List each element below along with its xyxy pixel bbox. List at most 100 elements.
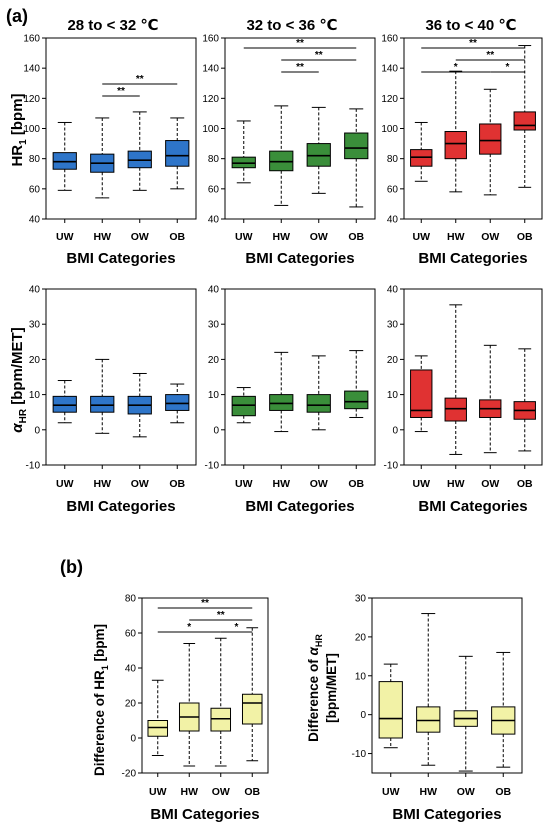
x-axis-title: BMI Categories: [245, 250, 354, 267]
x-tick-label-uw: UW: [235, 231, 253, 243]
significance-label: *: [187, 622, 191, 633]
plot-frame: [45, 37, 197, 220]
x-tick-label-hw: HW: [447, 231, 465, 243]
x-tick-label-ow: OW: [131, 478, 149, 490]
x-tick-label-ob: OB: [348, 478, 364, 490]
significance-label: **: [217, 610, 225, 621]
box-uw: [147, 679, 169, 756]
panel-b-label: (b): [60, 557, 83, 577]
y-tick-label: 40: [208, 285, 220, 296]
significance-label: **: [201, 598, 209, 609]
col-title-28: 28 to < 32 ℃: [67, 17, 158, 34]
y-tick-label: 40: [387, 215, 399, 226]
x-axis-title: BMI Categories: [418, 250, 527, 267]
box-uw: [52, 121, 77, 191]
x-tick-label-hw: HW: [273, 231, 291, 243]
plot-frame: [371, 597, 523, 774]
plot-frame: [45, 288, 197, 466]
box-ob: [491, 651, 516, 768]
col-title-32: 32 to < 36 ℃: [246, 17, 337, 34]
y-tick-label: 120: [381, 94, 398, 105]
y-tick-label: 40: [208, 215, 220, 226]
x-tick-label-ow: OW: [310, 231, 328, 243]
box-uw: [410, 355, 433, 433]
y-tick-label: 30: [387, 320, 399, 331]
box-ob: [344, 350, 369, 418]
x-tick-label-uw: UW: [382, 786, 400, 798]
y-tick-label: 10: [387, 390, 399, 401]
chart-a-alpha-32: -10 0 10 20 30 40 UW HW OW OB BMI Categories: [205, 285, 376, 515]
iqr-box: [147, 720, 169, 737]
y-tick-label: -20: [122, 769, 137, 780]
box-ow: [306, 355, 331, 431]
x-tick-label-uw: UW: [413, 231, 431, 243]
x-tick-label-ow: OW: [481, 231, 499, 243]
significance-label: *: [235, 622, 239, 633]
y-tick-label: 40: [29, 215, 41, 226]
x-tick-label-hw: HW: [273, 478, 291, 490]
iqr-box: [210, 707, 232, 732]
y-tick-label: 160: [202, 34, 219, 45]
chart-a-hr-36: 40 60 80 100 120 140 160 UW HW OW OB BMI Categories…: [381, 34, 543, 267]
iqr-box: [513, 111, 536, 131]
box-hw: [90, 358, 115, 434]
iqr-box: [410, 369, 433, 418]
significance-label: **: [486, 50, 494, 61]
box-ob: [241, 627, 263, 762]
ylabel-diff-hr1: Difference of HR1 [bpm]: [92, 624, 110, 776]
iqr-box: [344, 132, 369, 160]
x-axis-title: BMI Categories: [418, 498, 527, 515]
y-tick-label: 60: [208, 184, 220, 195]
x-axis-title: BMI Categories: [66, 498, 175, 515]
iqr-box: [444, 397, 467, 422]
ylabel-alpha: αHR [bpm/MET]: [9, 327, 29, 432]
y-tick-label: 80: [208, 154, 220, 165]
y-tick-label: 160: [381, 34, 398, 45]
x-tick-label-hw: HW: [94, 478, 112, 490]
iqr-box: [52, 395, 77, 413]
y-tick-label: 140: [381, 64, 398, 75]
y-tick-label: 10: [208, 390, 220, 401]
y-tick-label: 100: [202, 124, 219, 135]
significance-label: **: [136, 74, 144, 85]
y-tick-label: 0: [213, 425, 219, 436]
iqr-box: [479, 123, 502, 155]
box-ow: [479, 344, 502, 454]
ylabel-hr1: HR1 [bpm]: [9, 93, 29, 166]
box-ow: [306, 106, 331, 194]
x-tick-label-ob: OB: [169, 478, 185, 490]
significance-label: **: [469, 38, 477, 49]
y-tick-label: -10: [384, 461, 399, 472]
iqr-box: [231, 395, 256, 417]
box-ow: [127, 111, 152, 191]
box-hw: [269, 105, 294, 206]
significance-label: **: [296, 38, 304, 49]
box-hw: [178, 643, 200, 767]
box-hw: [444, 304, 467, 455]
y-tick-label: 40: [29, 285, 41, 296]
chart-a-alpha-28: -10 0 10 20 30 40 UW HW OW OB BMI Categories: [26, 285, 197, 515]
iqr-box: [444, 131, 467, 160]
y-tick-label: -10: [352, 749, 367, 760]
x-tick-label-ow: OW: [212, 786, 230, 798]
iqr-box: [165, 394, 190, 411]
x-tick-label-ob: OB: [169, 231, 185, 243]
x-tick-label-uw: UW: [413, 478, 431, 490]
x-tick-label-hw: HW: [181, 786, 199, 798]
y-tick-label: 60: [125, 629, 137, 640]
box-ow: [479, 88, 502, 196]
y-tick-label: 100: [381, 124, 398, 135]
x-tick-label-ow: OW: [131, 231, 149, 243]
x-tick-label-hw: HW: [447, 478, 465, 490]
x-tick-label-uw: UW: [56, 478, 74, 490]
significance-label: *: [454, 62, 458, 73]
y-tick-label: 100: [23, 124, 40, 135]
box-uw: [231, 120, 256, 184]
x-tick-label-uw: UW: [149, 786, 167, 798]
box-ow: [127, 372, 152, 438]
ylabel-diff-alpha-line2: [bpm/MET]: [324, 653, 339, 723]
y-tick-label: 0: [392, 425, 398, 436]
box-hw: [444, 70, 467, 193]
